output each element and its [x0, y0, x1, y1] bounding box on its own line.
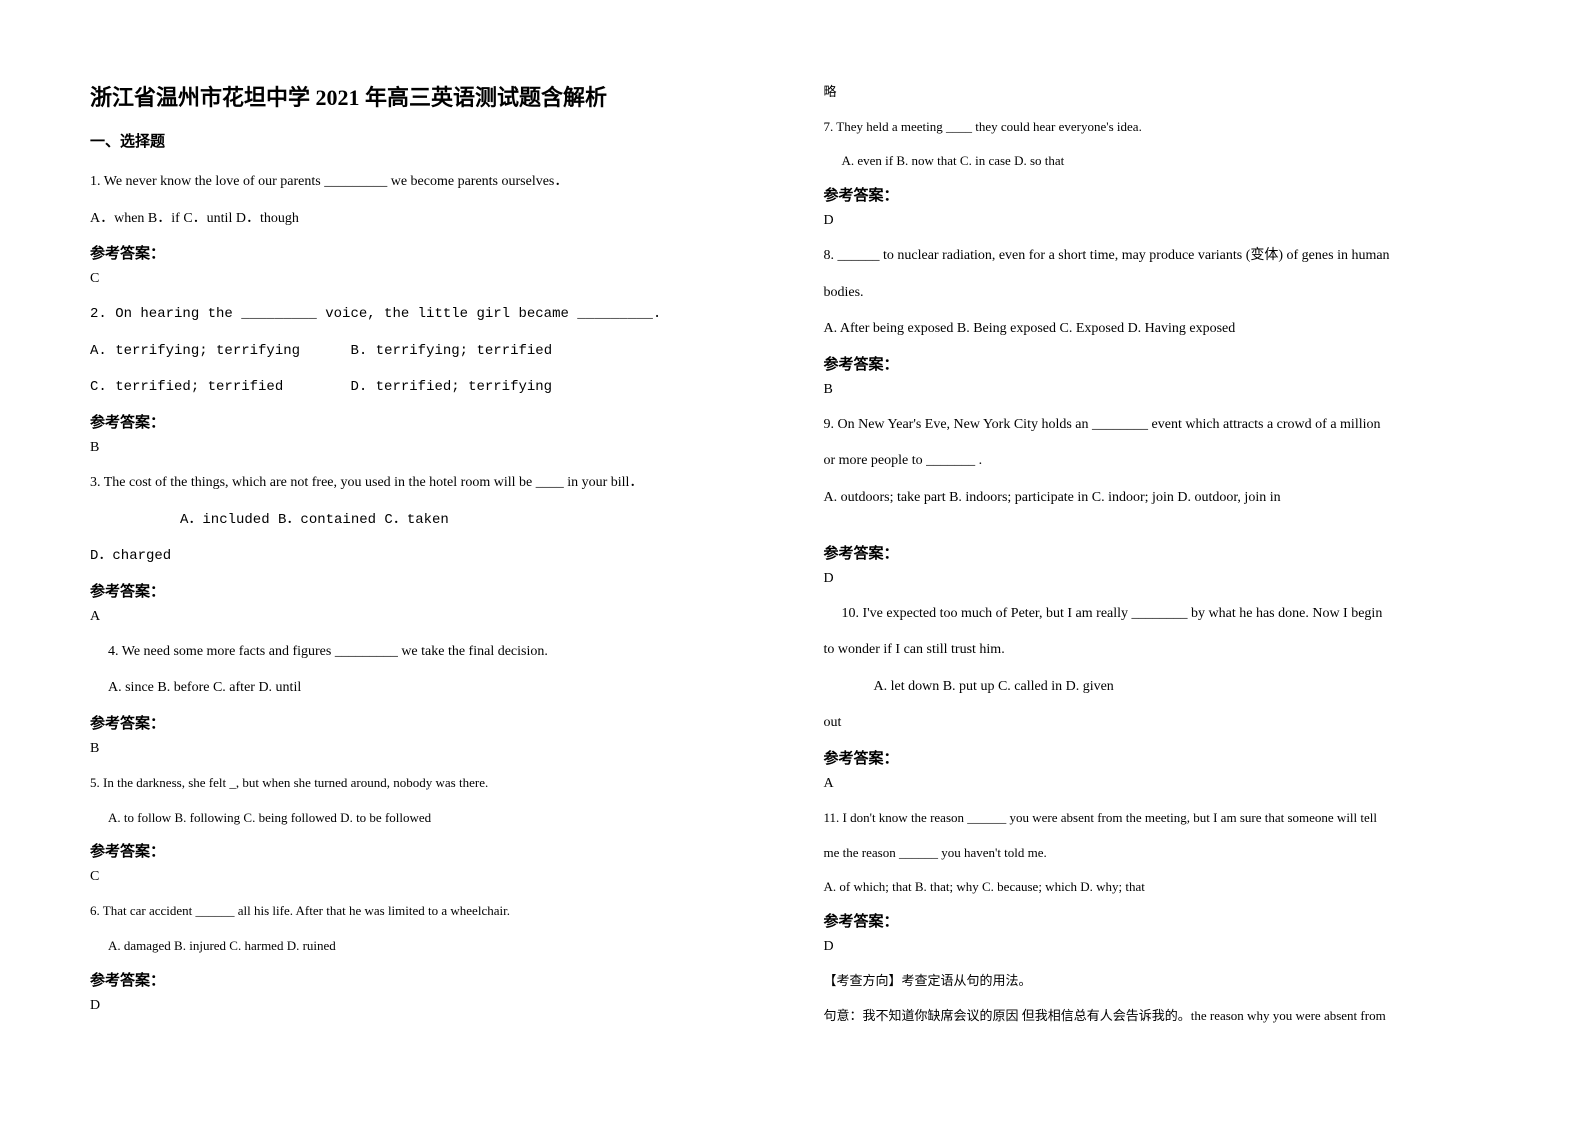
q11-answer: D: [824, 939, 1498, 955]
q11-text-line2: me the reason ______ you haven't told me…: [824, 841, 1498, 866]
section-1-heading: 一、选择题: [90, 130, 764, 151]
q3-answer: A: [90, 609, 764, 625]
q11-explain-2: 句意：我不知道你缺席会议的原因 但我相信总有人会告诉我的。the reason …: [824, 1004, 1498, 1029]
q6-options: A. damaged B. injured C. harmed D. ruine…: [90, 934, 764, 959]
q9-options: A. outdoors; take part B. indoors; parti…: [824, 485, 1498, 512]
q2-opt-b: B. terrifying; terrified: [350, 343, 552, 359]
q7-answer: D: [824, 213, 1498, 229]
q7-text: 7. They held a meeting ____ they could h…: [824, 115, 1498, 140]
q1-answer-label: 参考答案：: [90, 242, 764, 263]
q9-answer: D: [824, 571, 1498, 587]
q11-explain-1: 【考查方向】考查定语从句的用法。: [824, 969, 1498, 994]
q10-text-line1: 10. I've expected too much of Peter, but…: [824, 601, 1498, 628]
q8-answer: B: [824, 382, 1498, 398]
q2-options-row1: A. terrifying; terrifying B. terrifying;…: [90, 338, 764, 365]
q3-answer-label: 参考答案：: [90, 580, 764, 601]
q4-options: A. since B. before C. after D. until: [90, 675, 764, 702]
q7-answer-label: 参考答案：: [824, 184, 1498, 205]
q4-answer: B: [90, 741, 764, 757]
q2-opt-a: A. terrifying; terrifying: [90, 343, 300, 359]
q10-options-row1: A. let down B. put up C. called in D. gi…: [824, 674, 1498, 701]
q11-text-line1: 11. I don't know the reason ______ you w…: [824, 806, 1498, 831]
q9-answer-label: 参考答案：: [824, 542, 1498, 563]
q8-answer-label: 参考答案：: [824, 353, 1498, 374]
lue-text: 略: [824, 80, 1498, 105]
q5-text: 5. In the darkness, she felt _, but when…: [90, 771, 764, 796]
q10-options-row2: out: [824, 710, 1498, 737]
q2-text: 2. On hearing the _________ voice, the l…: [90, 301, 764, 328]
q11-options: A. of which; that B. that; why C. becaus…: [824, 875, 1498, 900]
q3-text: 3. The cost of the things, which are not…: [90, 470, 764, 497]
q2-answer: B: [90, 440, 764, 456]
q3-options-row2: D．charged: [90, 543, 764, 570]
q8-text-line2: bodies.: [824, 280, 1498, 307]
q4-answer-label: 参考答案：: [90, 712, 764, 733]
q2-options-row2: C. terrified; terrified D. terrified; te…: [90, 374, 764, 401]
q6-text: 6. That car accident ______ all his life…: [90, 899, 764, 924]
q5-options: A. to follow B. following C. being follo…: [90, 806, 764, 831]
q1-answer: C: [90, 271, 764, 287]
q4-text: 4. We need some more facts and figures _…: [90, 639, 764, 666]
q8-text-line1: 8. ______ to nuclear radiation, even for…: [824, 243, 1498, 270]
q10-answer: A: [824, 776, 1498, 792]
q2-answer-label: 参考答案：: [90, 411, 764, 432]
q2-opt-d: D. terrified; terrifying: [350, 379, 552, 395]
left-column: 浙江省温州市花坦中学 2021 年高三英语测试题含解析 一、选择题 1. We …: [90, 80, 764, 1038]
q1-text: 1. We never know the love of our parents…: [90, 169, 764, 196]
doc-title: 浙江省温州市花坦中学 2021 年高三英语测试题含解析: [90, 80, 764, 112]
q6-answer-label: 参考答案：: [90, 969, 764, 990]
q10-text-line2: to wonder if I can still trust him.: [824, 637, 1498, 664]
q9-text-line1: 9. On New Year's Eve, New York City hold…: [824, 412, 1498, 439]
page: 浙江省温州市花坦中学 2021 年高三英语测试题含解析 一、选择题 1. We …: [0, 0, 1587, 1078]
q1-options: A．when B．if C．until D．though: [90, 206, 764, 233]
q10-answer-label: 参考答案：: [824, 747, 1498, 768]
q7-options: A. even if B. now that C. in case D. so …: [824, 149, 1498, 174]
q3-options-row1: A．included B．contained C．taken: [90, 507, 764, 534]
q6-answer: D: [90, 998, 764, 1014]
q2-opt-c: C. terrified; terrified: [90, 379, 283, 395]
q8-options: A. After being exposed B. Being exposed …: [824, 316, 1498, 343]
q9-text-line2: or more people to _______ .: [824, 448, 1498, 475]
q11-answer-label: 参考答案：: [824, 910, 1498, 931]
q5-answer: C: [90, 869, 764, 885]
q5-answer-label: 参考答案：: [90, 840, 764, 861]
right-column: 略 7. They held a meeting ____ they could…: [824, 80, 1498, 1038]
